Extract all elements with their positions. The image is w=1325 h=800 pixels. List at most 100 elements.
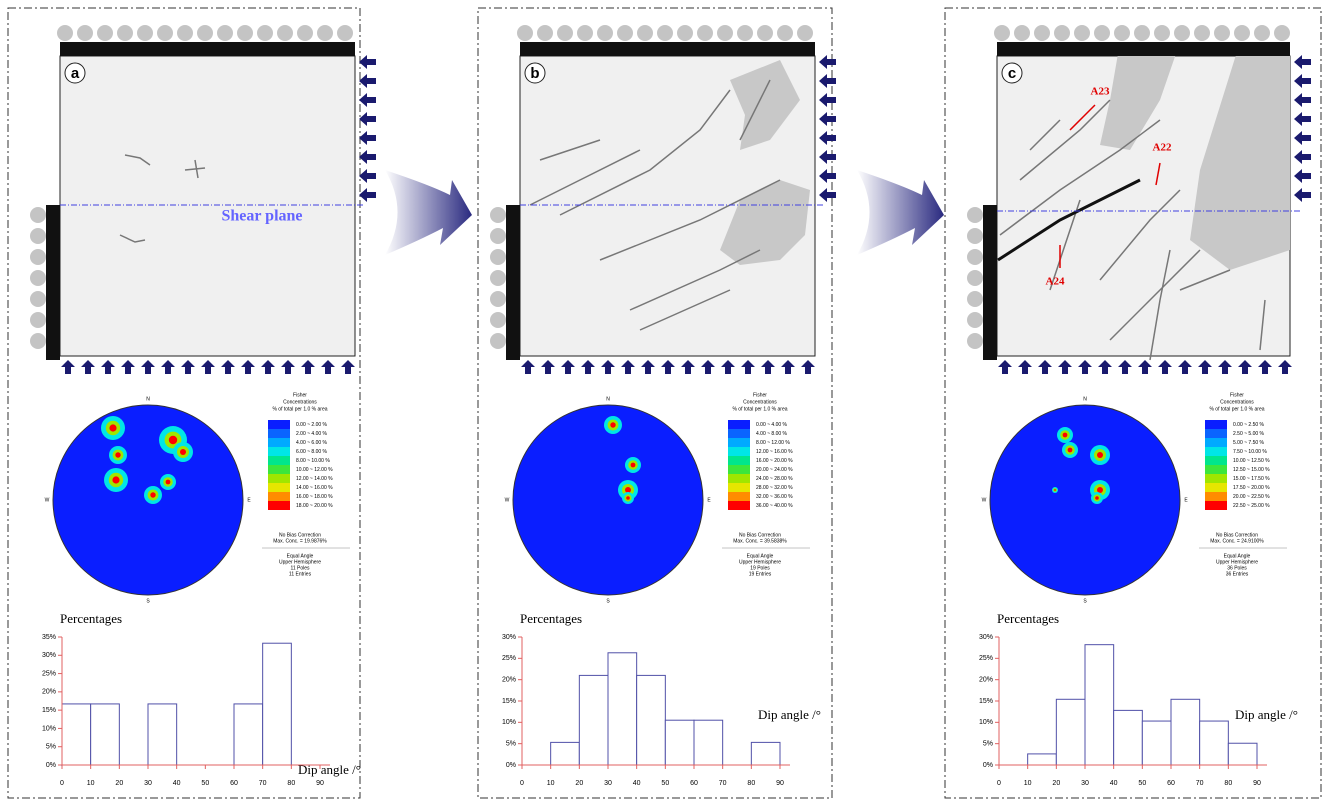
legend-range: 16.00 ~ 18.00 % — [296, 494, 333, 500]
y-tick-label: 15% — [979, 698, 993, 705]
x-tick-label: 50 — [1138, 780, 1146, 787]
x-tick-label: 20 — [115, 780, 123, 787]
annotation: Shear plane — [221, 208, 302, 225]
x-axis-title: Dip angle /° — [298, 762, 361, 777]
roller — [797, 25, 813, 41]
legend-range: 5.00 ~ 7.50 % — [1233, 440, 1265, 446]
y-tick-label: 10% — [42, 725, 56, 732]
load-arrow — [261, 360, 275, 374]
load-arrow — [801, 360, 815, 374]
legend-swatch — [728, 429, 750, 438]
legend-range: 32.00 ~ 36.00 % — [756, 494, 793, 500]
bar — [234, 704, 263, 765]
loading-plate — [60, 42, 355, 56]
x-tick-label: 40 — [173, 780, 181, 787]
x-tick-label: 20 — [1052, 780, 1060, 787]
legend-swatch — [728, 438, 750, 447]
flow-arrow — [857, 170, 944, 255]
legend-swatch — [1205, 474, 1227, 483]
x-tick-label: 10 — [1024, 780, 1032, 787]
flow-arrow — [385, 170, 472, 255]
x-tick-label: 10 — [547, 780, 555, 787]
compass-label: E — [1184, 497, 1188, 503]
roller — [537, 25, 553, 41]
legend-range: 2.00 ~ 4.00 % — [296, 431, 328, 437]
legend-swatch — [1205, 429, 1227, 438]
legend-range: 7.50 ~ 10.00 % — [1233, 449, 1267, 455]
legend-title: Fisher — [1230, 392, 1244, 398]
legend-swatch — [728, 420, 750, 429]
y-tick-label: 35% — [42, 634, 56, 641]
compass-label: N — [1083, 396, 1087, 402]
load-arrow — [359, 55, 376, 69]
roller — [1174, 25, 1190, 41]
legend-info: 36 Entries — [1226, 571, 1249, 577]
y-axis-title: Percentages — [520, 611, 582, 626]
density-blob — [626, 496, 630, 500]
compass-label: W — [45, 497, 50, 503]
annotation: A23 — [1091, 86, 1110, 98]
roller — [967, 207, 983, 223]
density-blob — [1097, 452, 1103, 458]
bar — [263, 643, 292, 765]
y-tick-label: 25% — [979, 655, 993, 662]
roller — [490, 228, 506, 244]
legend-range: 0.00 ~ 4.00 % — [756, 422, 788, 428]
legend-note: Max. Conc. = 19.9876% — [273, 538, 327, 544]
legend-title: % of total per 1.0 % area — [1209, 406, 1264, 412]
legend-range: 12.50 ~ 15.00 % — [1233, 467, 1270, 473]
load-arrow — [181, 360, 195, 374]
bar — [637, 675, 666, 765]
load-arrow — [1238, 360, 1252, 374]
compass-label: S — [606, 598, 610, 604]
compass-label: N — [606, 396, 610, 402]
load-arrow — [359, 112, 376, 126]
roller — [717, 25, 733, 41]
load-arrow — [661, 360, 675, 374]
legend-swatch — [728, 492, 750, 501]
load-arrow — [721, 360, 735, 374]
legend-swatch — [268, 420, 290, 429]
specimen — [60, 56, 355, 356]
legend-info: 19 Entries — [749, 571, 772, 577]
bar — [608, 653, 637, 765]
x-tick-label: 80 — [747, 780, 755, 787]
roller — [1234, 25, 1250, 41]
density-blob — [115, 452, 120, 457]
load-arrow — [359, 74, 376, 88]
load-arrow — [161, 360, 175, 374]
x-tick-label: 70 — [259, 780, 267, 787]
legend-range: 36.00 ~ 40.00 % — [756, 503, 793, 509]
panel-label: c — [1008, 65, 1016, 82]
roller — [30, 270, 46, 286]
load-arrow — [221, 360, 235, 374]
bar — [694, 720, 723, 765]
y-tick-label: 0% — [46, 762, 56, 769]
y-tick-label: 0% — [983, 762, 993, 769]
x-tick-label: 90 — [776, 780, 784, 787]
legend-range: 6.00 ~ 8.00 % — [296, 449, 328, 455]
roller — [637, 25, 653, 41]
roller — [490, 207, 506, 223]
load-arrow — [61, 360, 75, 374]
x-tick-label: 30 — [144, 780, 152, 787]
roller — [237, 25, 253, 41]
legend-range: 10.00 ~ 12.50 % — [1233, 458, 1270, 464]
roller — [697, 25, 713, 41]
x-axis-title: Dip angle /° — [758, 707, 821, 722]
legend-swatch — [268, 483, 290, 492]
y-tick-label: 20% — [42, 689, 56, 696]
load-arrow — [359, 131, 376, 145]
legend-range: 0.00 ~ 2.00 % — [296, 422, 328, 428]
compass-label: E — [707, 497, 711, 503]
y-axis-title: Percentages — [60, 611, 122, 626]
load-arrow — [1258, 360, 1272, 374]
roller — [994, 25, 1010, 41]
density-blob — [1054, 489, 1056, 491]
roller — [677, 25, 693, 41]
load-arrow — [1058, 360, 1072, 374]
roller — [967, 333, 983, 349]
roller — [1094, 25, 1110, 41]
roller — [490, 312, 506, 328]
roller — [77, 25, 93, 41]
